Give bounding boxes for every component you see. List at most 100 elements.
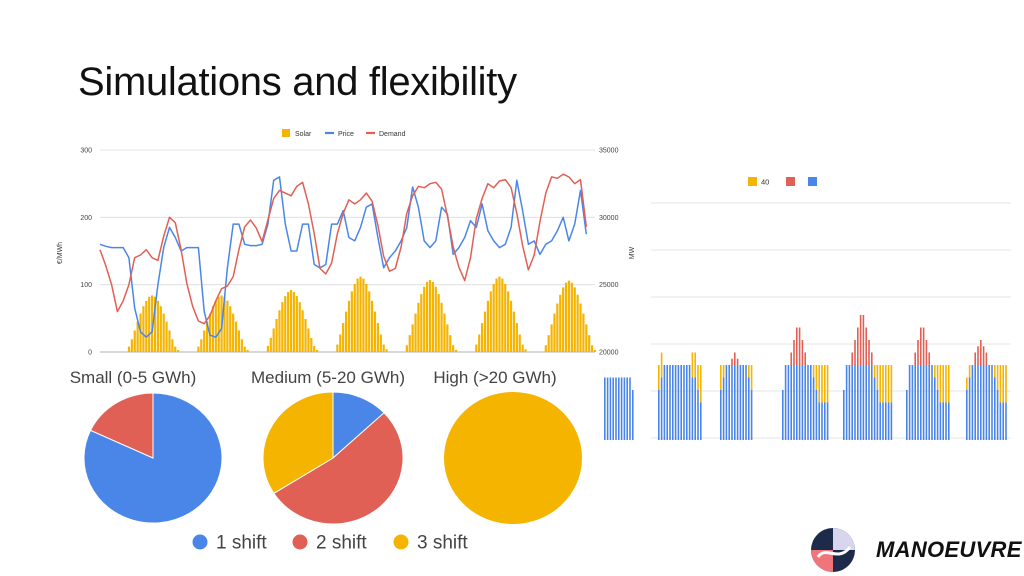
bar-blue [742, 365, 744, 440]
solar-bar [266, 345, 269, 352]
chart-axes: 300 35000 200 30000 100 25000 0 20000 [80, 148, 618, 357]
solar-bar [414, 313, 417, 352]
bar-yellow [939, 365, 942, 403]
bar-blue [848, 365, 851, 440]
bar-blue [782, 390, 784, 440]
bar-blue [663, 365, 666, 440]
solar-bar [200, 339, 203, 352]
bar-red [796, 327, 798, 365]
solar-bar [379, 334, 382, 352]
bar-blue [632, 390, 634, 440]
solar-bar [223, 296, 226, 352]
bar-blue [674, 365, 677, 440]
bar-yellow [945, 365, 947, 403]
bar-red [804, 352, 806, 365]
bar-blue [798, 365, 801, 440]
bar-red [854, 340, 856, 365]
solar-bar [237, 330, 241, 352]
bar-red [859, 315, 862, 365]
bar-blue [968, 377, 971, 440]
bar-blue [677, 365, 680, 440]
bar-blue [882, 402, 884, 440]
bar-red [985, 352, 988, 365]
bar-yellow [697, 365, 699, 390]
bar-blue [736, 365, 739, 440]
bar-blue [824, 402, 826, 440]
solar-bar [153, 296, 157, 352]
bar-yellow [748, 365, 750, 378]
bar-blue [793, 365, 795, 440]
solar-bar [203, 330, 206, 352]
solar-bar [171, 339, 174, 352]
pies [83, 391, 582, 525]
legend-swatch-yellow [748, 177, 757, 186]
bar-blue [1002, 402, 1004, 440]
bar-blue [988, 365, 990, 440]
solar-bar [481, 323, 484, 352]
solar-bar [313, 345, 316, 352]
bar-yellow [999, 365, 1002, 403]
bar-blue [810, 365, 812, 440]
slide-title: Simulations and flexibility [78, 60, 517, 104]
solar-bar [281, 302, 284, 352]
manoeuvre-logo-icon [811, 528, 855, 572]
bar-blue [739, 365, 742, 440]
solar-bar [489, 291, 492, 352]
solar-bar [342, 323, 345, 352]
solar-bar [278, 310, 281, 352]
solar-bar [272, 328, 275, 352]
bar-blue [925, 365, 928, 440]
bar-blue [879, 402, 881, 440]
pie-legend-label: 1 shift [216, 533, 267, 554]
bar-yellow [1002, 365, 1004, 403]
solar-bar [567, 280, 571, 352]
chart-lines [99, 173, 588, 338]
bar-red [798, 327, 801, 365]
bar-blue [948, 402, 950, 440]
bar-blue [991, 365, 993, 440]
y-right-tick-label: 30000 [599, 215, 619, 222]
solar-bar [492, 283, 495, 352]
solar-bar [243, 346, 246, 352]
bar-blue [887, 402, 890, 440]
legend-swatch-blue [808, 177, 817, 186]
solar-bar [287, 292, 290, 352]
solar-bar [423, 286, 426, 352]
bar-yellow [873, 365, 876, 378]
bar-blue [890, 402, 893, 440]
solar-bar [478, 334, 481, 352]
bar-red [871, 352, 873, 365]
bar-red [731, 358, 733, 365]
solar-bar [353, 283, 356, 352]
solar-bar [515, 323, 518, 352]
solar-bar [136, 321, 139, 352]
bar-yellow [890, 365, 893, 403]
solar-bar [524, 349, 527, 352]
solar-bar [544, 345, 547, 352]
bar-yellow [966, 377, 968, 390]
solar-bar [405, 345, 408, 352]
solar-bar [197, 346, 200, 352]
bar-blue [922, 365, 925, 440]
solar-bar [559, 294, 562, 352]
bar-red [928, 352, 930, 365]
solar-bar [585, 324, 588, 352]
solar-bar [576, 294, 579, 352]
bar-blue [623, 377, 626, 440]
solar-bar [512, 311, 516, 352]
bar-blue [873, 377, 876, 440]
solar-bar [495, 278, 498, 352]
pie-legend-marker [292, 534, 308, 550]
solar-bar [301, 310, 304, 352]
solar-bar [229, 306, 232, 352]
bar-yellow [722, 365, 725, 378]
bar-blue [801, 365, 804, 440]
solar-bar [420, 294, 423, 352]
solar-bar [504, 283, 507, 352]
y-right-tick-label: 20000 [599, 350, 619, 357]
bar-blue [928, 365, 930, 440]
bar-yellow [812, 365, 815, 378]
bar-blue [728, 365, 730, 440]
bar-blue [871, 365, 873, 440]
solar-bar [373, 311, 377, 352]
